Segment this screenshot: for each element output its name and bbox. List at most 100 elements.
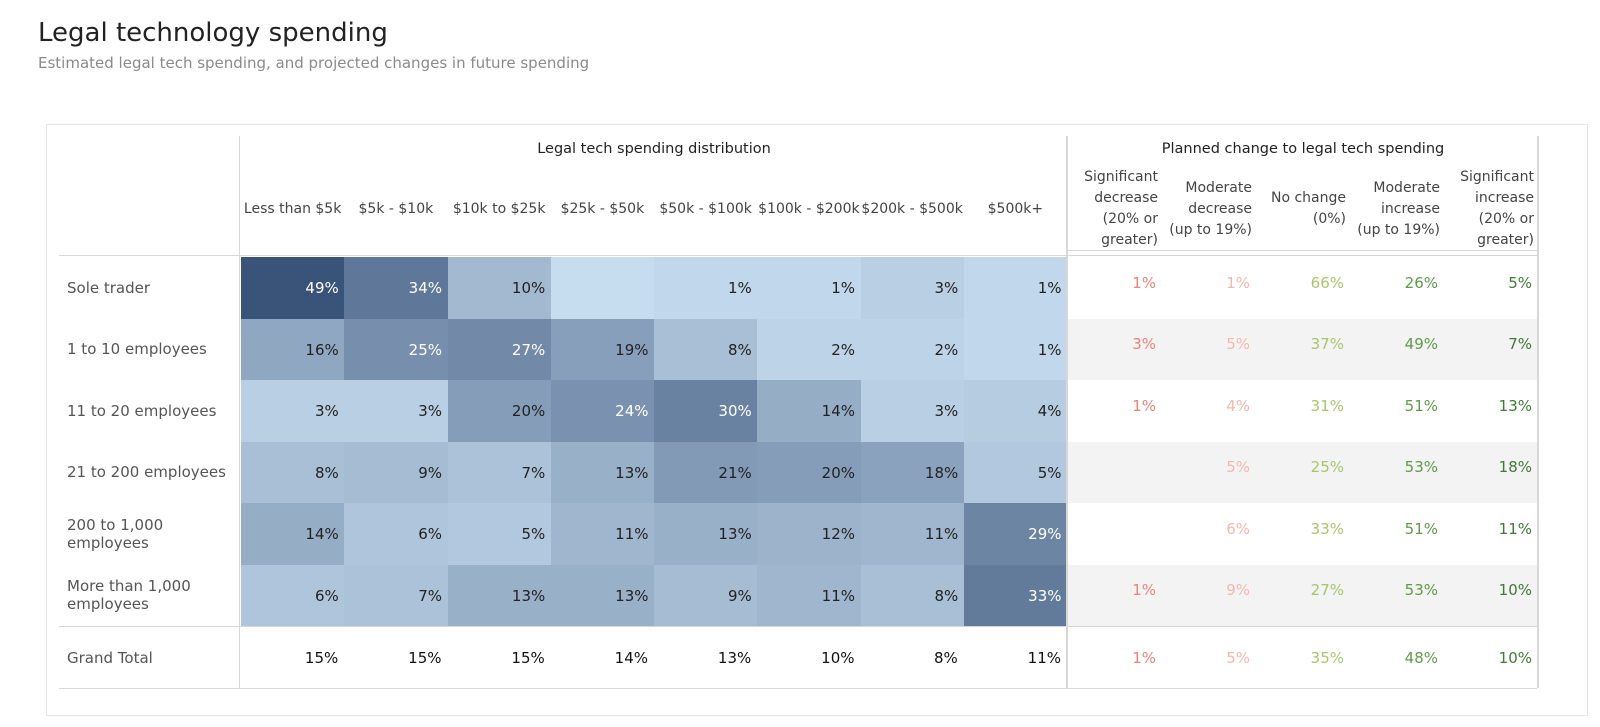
group-header-planned-change: Planned change to legal tech spending: [1161, 141, 1445, 157]
heatmap-cell: 13%: [447, 564, 552, 627]
heatmap-cell: 3%: [860, 380, 965, 442]
heatmap-cell: 14%: [241, 503, 345, 565]
total-change-cell: 35%: [1310, 649, 1344, 667]
column-header: No change (0%): [1270, 190, 1346, 227]
heatmap-cell: 8%: [241, 441, 345, 504]
heatmap-cell: 30%: [654, 380, 758, 442]
heatmap-cell: 11%: [757, 564, 861, 627]
column-header: Moderate increase (up to 19%): [1357, 179, 1440, 238]
row-label: 200 to 1,000 employees: [67, 515, 164, 552]
grand-total-label: Grand Total: [67, 649, 153, 667]
heatmap-cell: 14%: [757, 380, 861, 442]
column-header: $100k - $200k: [758, 201, 860, 217]
heatmap-cell: 18%: [860, 441, 965, 504]
heatmap-cell: 1%: [963, 257, 1068, 319]
heatmap-cell: 16%: [241, 318, 345, 381]
heatmap-cell: 13%: [550, 441, 655, 504]
row-label: 21 to 200 employees: [67, 463, 226, 482]
change-cell: 33%: [1310, 519, 1344, 538]
heatmap-cell: 8%: [654, 318, 758, 381]
heatmap-cell: 49%: [241, 257, 345, 319]
heatmap-cell: 33%: [963, 564, 1068, 627]
total-cell: 15%: [408, 649, 442, 667]
divider-header: [59, 255, 1537, 256]
total-change-cell: 48%: [1404, 649, 1438, 667]
change-cell: 1%: [1226, 273, 1250, 292]
row-stripe: [1068, 318, 1537, 380]
column-header: $50k - $100k: [659, 201, 752, 217]
change-cell: 37%: [1310, 335, 1344, 354]
change-cell: 31%: [1310, 396, 1344, 415]
heatmap-cell: 8%: [860, 564, 965, 627]
divider-right-edge: [1537, 136, 1539, 688]
heatmap-cell: 10%: [447, 257, 552, 319]
heatmap-cell: 3%: [241, 380, 345, 442]
column-header: Significant decrease (20% or greater): [1084, 169, 1158, 248]
total-change-cell: 5%: [1226, 649, 1250, 667]
heatmap-cell: 21%: [654, 441, 758, 504]
heatmap-cell: 3%: [860, 257, 965, 319]
heatmap-cell: 11%: [860, 503, 965, 565]
heatmap-cell: 24%: [550, 380, 655, 442]
heatmap-cell: 29%: [963, 503, 1068, 565]
divider-header-change: [1068, 250, 1537, 251]
heatmap-cell: 2%: [757, 318, 861, 381]
heatmap-cell: 19%: [550, 318, 655, 381]
change-cell: 27%: [1310, 581, 1344, 600]
heatmap-cell: 11%: [550, 503, 655, 565]
change-cell: 13%: [1498, 396, 1532, 415]
heatmap-cell: [550, 257, 655, 319]
heatmap-cell: 7%: [344, 564, 448, 627]
total-cell: 15%: [304, 649, 339, 667]
column-header: Less than $5k: [243, 201, 342, 217]
heatmap-cell: 1%: [654, 257, 758, 319]
change-cell: 51%: [1404, 519, 1438, 538]
change-cell: 5%: [1508, 273, 1532, 292]
group-header-distribution: Legal tech spending distribution: [537, 141, 771, 157]
divider-bottom: [59, 688, 1537, 689]
chart-title: Legal technology spending: [38, 18, 388, 48]
row-stripe: [1068, 564, 1537, 626]
heatmap-cell: 20%: [447, 380, 552, 442]
heatmap-cell: 9%: [654, 564, 758, 627]
heatmap-cell: 5%: [963, 441, 1068, 504]
heatmap-cell: 34%: [344, 257, 448, 319]
change-cell: 6%: [1226, 519, 1250, 538]
heatmap-cell: 6%: [344, 503, 448, 565]
change-cell: 5%: [1226, 335, 1250, 354]
change-cell: 10%: [1498, 581, 1532, 600]
total-cell: 15%: [511, 649, 545, 667]
divider-change-section: [1066, 136, 1068, 688]
change-cell: 26%: [1404, 273, 1438, 292]
column-header: $5k - $10k: [358, 201, 434, 217]
column-header: $10k to $25k: [452, 201, 546, 217]
row-label: More than 1,000 employees: [67, 577, 191, 614]
heatmap-cell: 13%: [550, 564, 655, 627]
row-label: Sole trader: [67, 278, 151, 297]
change-cell: 1%: [1132, 396, 1156, 415]
row-label: 11 to 20 employees: [67, 401, 217, 420]
heatmap-cell: 1%: [963, 318, 1068, 381]
heatmap-cell: 25%: [344, 318, 448, 381]
column-header: $500k+: [987, 201, 1044, 217]
change-cell: 11%: [1498, 519, 1532, 538]
change-cell: 18%: [1498, 458, 1532, 477]
heatmap-cell: 20%: [757, 441, 861, 504]
row-label: 1 to 10 employees: [67, 340, 207, 359]
heatmap-cell: 6%: [241, 564, 345, 627]
heatmap-cell: 5%: [447, 503, 552, 565]
total-cell: 11%: [1027, 649, 1061, 667]
column-header: $25k - $50k: [560, 201, 645, 217]
total-cell: 10%: [821, 649, 855, 667]
change-cell: 66%: [1310, 273, 1344, 292]
heatmap-cell: 13%: [654, 503, 758, 565]
change-cell: 3%: [1132, 335, 1156, 354]
heatmap-cell: 4%: [963, 380, 1068, 442]
change-cell: 5%: [1226, 458, 1250, 477]
change-cell: 53%: [1404, 458, 1438, 477]
total-change-cell: 1%: [1132, 649, 1156, 667]
row-stripe: [1068, 441, 1537, 503]
column-header: $200k - $500k: [861, 201, 963, 217]
change-cell: 53%: [1404, 581, 1438, 600]
divider-total: [59, 626, 1537, 627]
